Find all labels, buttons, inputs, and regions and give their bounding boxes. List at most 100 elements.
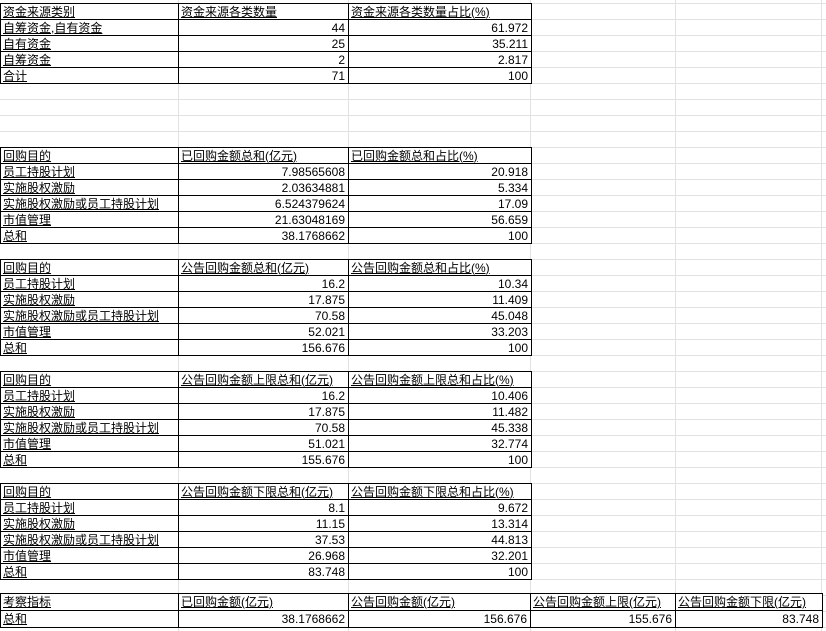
value-cell[interactable]: 33.203 <box>348 323 532 340</box>
value-cell[interactable]: 35.211 <box>348 35 532 52</box>
value-cell[interactable]: 7.98565608 <box>178 163 349 180</box>
value-cell[interactable]: 5.334 <box>348 179 532 196</box>
row-label-cell[interactable]: 自有资金 <box>0 35 179 52</box>
value-cell[interactable]: 83.748 <box>675 610 823 628</box>
column-header-cell[interactable]: 已回购金额总和占比(%) <box>348 147 532 164</box>
value-cell[interactable]: 16.2 <box>178 275 349 292</box>
row-label-cell[interactable]: 员工持股计划 <box>0 499 179 516</box>
value-cell[interactable]: 155.676 <box>178 451 349 468</box>
value-cell[interactable]: 83.748 <box>178 563 349 580</box>
row-label-cell[interactable]: 员工持股计划 <box>0 387 179 404</box>
column-header-cell[interactable]: 资金来源类别 <box>0 3 179 20</box>
value-cell[interactable]: 56.659 <box>348 211 532 228</box>
value-cell[interactable]: 71 <box>178 67 349 84</box>
column-header-cell[interactable]: 公告回购金额(亿元) <box>348 593 531 611</box>
value-cell[interactable]: 2.817 <box>348 51 532 68</box>
value-cell[interactable]: 45.048 <box>348 307 532 324</box>
value-cell[interactable]: 44.813 <box>348 531 532 548</box>
value-cell[interactable]: 70.58 <box>178 419 349 436</box>
column-header-cell[interactable]: 考察指标 <box>0 593 179 611</box>
value-cell[interactable]: 10.406 <box>348 387 532 404</box>
row-label-cell[interactable]: 总和 <box>0 451 179 468</box>
value-cell[interactable]: 11.482 <box>348 403 532 420</box>
value-cell[interactable]: 52.021 <box>178 323 349 340</box>
value-cell[interactable]: 156.676 <box>178 339 349 356</box>
value-cell[interactable]: 2 <box>178 51 349 68</box>
row-label-cell[interactable]: 员工持股计划 <box>0 163 179 180</box>
value-cell[interactable]: 32.774 <box>348 435 532 452</box>
value-cell[interactable]: 25 <box>178 35 349 52</box>
column-header-cell[interactable]: 资金来源各类数量占比(%) <box>348 3 532 20</box>
row-label-cell[interactable]: 员工持股计划 <box>0 275 179 292</box>
value-cell[interactable]: 45.338 <box>348 419 532 436</box>
column-header-cell[interactable]: 公告回购金额下限总和占比(%) <box>348 483 532 500</box>
value-cell[interactable]: 100 <box>348 563 532 580</box>
value-cell[interactable]: 2.03634881 <box>178 179 349 196</box>
row-label-cell[interactable]: 市值管理 <box>0 435 179 452</box>
row-label-cell[interactable]: 实施股权激励或员工持股计划 <box>0 307 179 324</box>
row-label-cell[interactable]: 市值管理 <box>0 547 179 564</box>
value-cell[interactable]: 51.021 <box>178 435 349 452</box>
value-cell[interactable]: 100 <box>348 67 532 84</box>
row-label-cell[interactable]: 实施股权激励或员工持股计划 <box>0 531 179 548</box>
column-header-cell[interactable]: 回购目的 <box>0 371 179 388</box>
row-label-cell[interactable]: 总和 <box>0 339 179 356</box>
value-cell[interactable]: 44 <box>178 19 349 36</box>
row-label-cell[interactable]: 总和 <box>0 227 179 244</box>
row-label-cell[interactable]: 实施股权激励 <box>0 179 179 196</box>
value-cell[interactable]: 6.524379624 <box>178 195 349 212</box>
row-label-cell[interactable]: 合计 <box>0 67 179 84</box>
value-cell[interactable]: 20.918 <box>348 163 532 180</box>
row-label-cell[interactable]: 自筹资金 <box>0 51 179 68</box>
column-header-cell[interactable]: 已回购金额总和(亿元) <box>178 147 349 164</box>
value-cell[interactable]: 17.09 <box>348 195 532 212</box>
value-cell[interactable]: 13.314 <box>348 515 532 532</box>
column-header-cell[interactable]: 公告回购金额下限总和(亿元) <box>178 483 349 500</box>
value-cell[interactable]: 32.201 <box>348 547 532 564</box>
value-cell[interactable]: 21.63048169 <box>178 211 349 228</box>
value-cell[interactable]: 26.968 <box>178 547 349 564</box>
value-cell[interactable]: 9.672 <box>348 499 532 516</box>
value-cell[interactable]: 38.1768662 <box>178 610 349 628</box>
value-cell[interactable]: 100 <box>348 339 532 356</box>
column-header-cell[interactable]: 公告回购金额下限(亿元) <box>675 593 823 611</box>
value-cell[interactable]: 155.676 <box>530 610 676 628</box>
value-cell[interactable]: 38.1768662 <box>178 227 349 244</box>
value-cell[interactable]: 70.58 <box>178 307 349 324</box>
value-cell[interactable]: 8.1 <box>178 499 349 516</box>
value-cell[interactable]: 100 <box>348 451 532 468</box>
value-cell[interactable]: 37.53 <box>178 531 349 548</box>
row-label-cell[interactable]: 实施股权激励 <box>0 403 179 420</box>
column-header-cell[interactable]: 公告回购金额上限(亿元) <box>530 593 676 611</box>
data-row: 实施股权激励 2.03634881 5.334 <box>0 179 532 196</box>
value-cell[interactable]: 17.875 <box>178 403 349 420</box>
column-header-cell[interactable]: 资金来源各类数量 <box>178 3 349 20</box>
column-header-cell[interactable]: 公告回购金额上限总和占比(%) <box>348 371 532 388</box>
column-header-cell[interactable]: 公告回购金额上限总和(亿元) <box>178 371 349 388</box>
value-cell[interactable]: 16.2 <box>178 387 349 404</box>
data-row: 员工持股计划 7.98565608 20.918 <box>0 163 532 180</box>
column-header-cell[interactable]: 公告回购金额总和(亿元) <box>178 259 349 276</box>
row-label-cell[interactable]: 实施股权激励或员工持股计划 <box>0 195 179 212</box>
value-cell[interactable]: 11.409 <box>348 291 532 308</box>
value-cell[interactable]: 10.34 <box>348 275 532 292</box>
row-label-cell[interactable]: 总和 <box>0 563 179 580</box>
row-label-cell[interactable]: 自筹资金,自有资金 <box>0 19 179 36</box>
value-cell[interactable]: 156.676 <box>348 610 531 628</box>
column-header-cell[interactable]: 公告回购金额总和占比(%) <box>348 259 532 276</box>
row-label-cell[interactable]: 实施股权激励 <box>0 291 179 308</box>
row-label-cell[interactable]: 实施股权激励 <box>0 515 179 532</box>
column-header-cell[interactable]: 回购目的 <box>0 147 179 164</box>
value-cell[interactable]: 17.875 <box>178 291 349 308</box>
column-header-cell[interactable]: 回购目的 <box>0 259 179 276</box>
value-cell[interactable]: 100 <box>348 227 532 244</box>
row-label-cell[interactable]: 市值管理 <box>0 211 179 228</box>
header-row: 回购目的 公告回购金额上限总和(亿元) 公告回购金额上限总和占比(%) <box>0 371 532 388</box>
row-label-cell[interactable]: 实施股权激励或员工持股计划 <box>0 419 179 436</box>
row-label-cell[interactable]: 总和 <box>0 610 179 628</box>
value-cell[interactable]: 11.15 <box>178 515 349 532</box>
column-header-cell[interactable]: 回购目的 <box>0 483 179 500</box>
value-cell[interactable]: 61.972 <box>348 19 532 36</box>
row-label-cell[interactable]: 市值管理 <box>0 323 179 340</box>
column-header-cell[interactable]: 已回购金额(亿元) <box>178 593 349 611</box>
